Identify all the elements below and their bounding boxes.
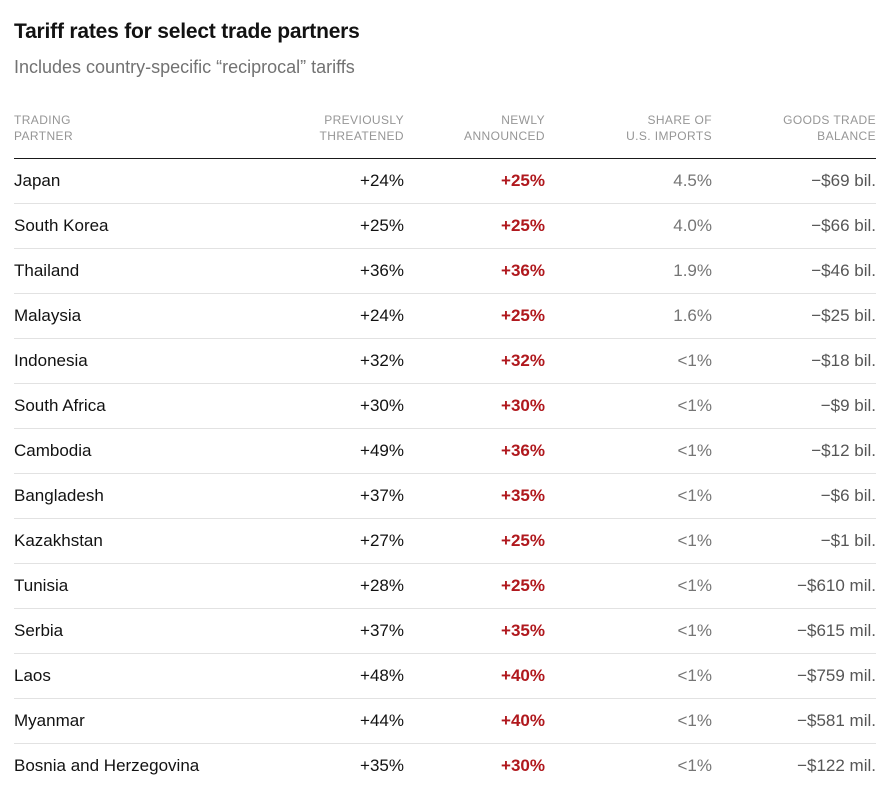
previously-threatened-cell: +27% <box>360 531 404 551</box>
newly-announced-cell: +25% <box>501 576 545 596</box>
partner-cell: Cambodia <box>14 441 92 461</box>
partner-cell: Tunisia <box>14 576 69 596</box>
share-imports-cell: <1% <box>677 441 713 461</box>
share-imports-cell: <1% <box>677 486 713 506</box>
table-header: TRADING PARTNER PREVIOUSLY THREATENED NEWL… <box>14 112 876 159</box>
trade-balance-cell: −$18 bil. <box>811 351 876 371</box>
trade-balance-cell: −$610 mil. <box>797 576 876 596</box>
partner-cell: South Korea <box>14 216 109 236</box>
previously-threatened-cell: +25% <box>360 216 404 236</box>
column-header-4: GOODS TRADE BALANCE <box>783 113 876 144</box>
partner-cell: South Africa <box>14 396 106 416</box>
previously-threatened-cell: +28% <box>360 576 404 596</box>
previously-threatened-cell: +44% <box>360 711 404 731</box>
previously-threatened-cell: +36% <box>360 261 404 281</box>
table-row: Japan +24% +25% 4.5% −$69 bil. <box>14 159 876 204</box>
share-imports-cell: <1% <box>677 531 713 551</box>
trade-balance-cell: −$581 mil. <box>797 711 876 731</box>
partner-cell: Thailand <box>14 261 80 281</box>
share-imports-cell: 1.6% <box>673 306 712 326</box>
share-imports-cell: <1% <box>677 756 713 776</box>
newly-announced-cell: +40% <box>501 666 545 686</box>
newly-announced-cell: +30% <box>501 756 545 776</box>
newly-announced-cell: +36% <box>501 261 545 281</box>
trade-balance-cell: −$759 mil. <box>797 666 876 686</box>
previously-threatened-cell: +49% <box>360 441 404 461</box>
page-subtitle: Includes country-specific “reciprocal” t… <box>14 57 355 77</box>
newly-announced-cell: +40% <box>501 711 545 731</box>
trade-balance-cell: −$615 mil. <box>797 621 876 641</box>
partner-cell: Malaysia <box>14 306 82 326</box>
partner-cell: Bangladesh <box>14 486 104 506</box>
page-title: Tariff rates for select trade partners <box>14 20 360 43</box>
partner-cell: Bosnia and Herzegovina <box>14 756 200 776</box>
table-header-row: TRADING PARTNER PREVIOUSLY THREATENED NEWL… <box>14 112 876 159</box>
newly-announced-cell: +32% <box>501 351 545 371</box>
trade-balance-cell: −$69 bil. <box>811 171 876 191</box>
newly-announced-cell: +35% <box>501 486 545 506</box>
trade-balance-cell: −$6 bil. <box>820 486 876 506</box>
newly-announced-cell: +30% <box>501 396 545 416</box>
table-row: South Korea +25% +25% 4.0% −$66 bil. <box>14 204 876 249</box>
share-imports-cell: 4.0% <box>673 216 712 236</box>
newly-announced-cell: +36% <box>501 441 545 461</box>
partner-cell: Japan <box>14 171 61 191</box>
table-row: Bosnia and Herzegovina +35% +30% <1% −$122 m… <box>14 744 876 789</box>
table-row: Tunisia +28% +25% <1% −$610 mil. <box>14 564 876 609</box>
trade-balance-cell: −$25 bil. <box>811 306 876 326</box>
trade-balance-cell: −$1 bil. <box>820 531 876 551</box>
partner-cell: Kazakhstan <box>14 531 103 551</box>
previously-threatened-cell: +37% <box>360 486 404 506</box>
table-row: South Africa +30% +30% <1% −$9 bil. <box>14 384 876 429</box>
table-row: Bangladesh +37% +35% <1% −$6 bil. <box>14 474 876 519</box>
column-header-2: NEWLY ANNOUNCED <box>464 113 545 144</box>
share-imports-cell: <1% <box>677 711 713 731</box>
table-row: Serbia +37% +35% <1% −$615 mil. <box>14 609 876 654</box>
previously-threatened-cell: +32% <box>360 351 404 371</box>
share-imports-cell: 4.5% <box>673 171 712 191</box>
newly-announced-cell: +25% <box>501 171 545 191</box>
newly-announced-cell: +35% <box>501 621 545 641</box>
share-imports-cell: <1% <box>677 621 713 641</box>
table-row: Thailand +36% +36% 1.9% −$46 bil. <box>14 249 876 294</box>
partner-cell: Laos <box>14 666 51 686</box>
share-imports-cell: 1.9% <box>673 261 712 281</box>
trade-balance-cell: −$9 bil. <box>820 396 876 416</box>
table-row: Laos +48% +40% <1% −$759 mil. <box>14 654 876 699</box>
table-row: Myanmar +44% +40% <1% −$581 mil. <box>14 699 876 744</box>
previously-threatened-cell: +37% <box>360 621 404 641</box>
table-row: Cambodia +49% +36% <1% −$12 bil. <box>14 429 876 474</box>
table-row: Malaysia +24% +25% 1.6% −$25 bil. <box>14 294 876 339</box>
table-row: Indonesia +32% +32% <1% −$18 bil. <box>14 339 876 384</box>
previously-threatened-cell: +48% <box>360 666 404 686</box>
column-header-1: PREVIOUSLY THREATENED <box>319 113 404 144</box>
share-imports-cell: <1% <box>677 396 713 416</box>
share-imports-cell: <1% <box>677 576 713 596</box>
table-row: Kazakhstan +27% +25% <1% −$1 bil. <box>14 519 876 564</box>
previously-threatened-cell: +24% <box>360 171 404 191</box>
column-header-3: SHARE OF U.S. IMPORTS <box>626 113 712 144</box>
newly-announced-cell: +25% <box>501 216 545 236</box>
partner-cell: Indonesia <box>14 351 88 371</box>
newly-announced-cell: +25% <box>501 531 545 551</box>
partner-cell: Myanmar <box>14 711 85 731</box>
previously-threatened-cell: +24% <box>360 306 404 326</box>
previously-threatened-cell: +30% <box>360 396 404 416</box>
previously-threatened-cell: +35% <box>360 756 404 776</box>
trade-balance-cell: −$122 mil. <box>797 756 876 776</box>
partner-cell: Serbia <box>14 621 64 641</box>
column-header-0: TRADING PARTNER <box>14 113 74 144</box>
trade-balance-cell: −$66 bil. <box>811 216 876 236</box>
newly-announced-cell: +25% <box>501 306 545 326</box>
share-imports-cell: <1% <box>677 666 713 686</box>
table-body: Japan +24% +25% 4.5% −$69 bil. South Korea +25… <box>14 159 876 789</box>
share-imports-cell: <1% <box>677 351 713 371</box>
tariff-table: TRADING PARTNER PREVIOUSLY THREATENED NEWL… <box>14 112 876 788</box>
trade-balance-cell: −$46 bil. <box>811 261 876 281</box>
trade-balance-cell: −$12 bil. <box>811 441 876 461</box>
